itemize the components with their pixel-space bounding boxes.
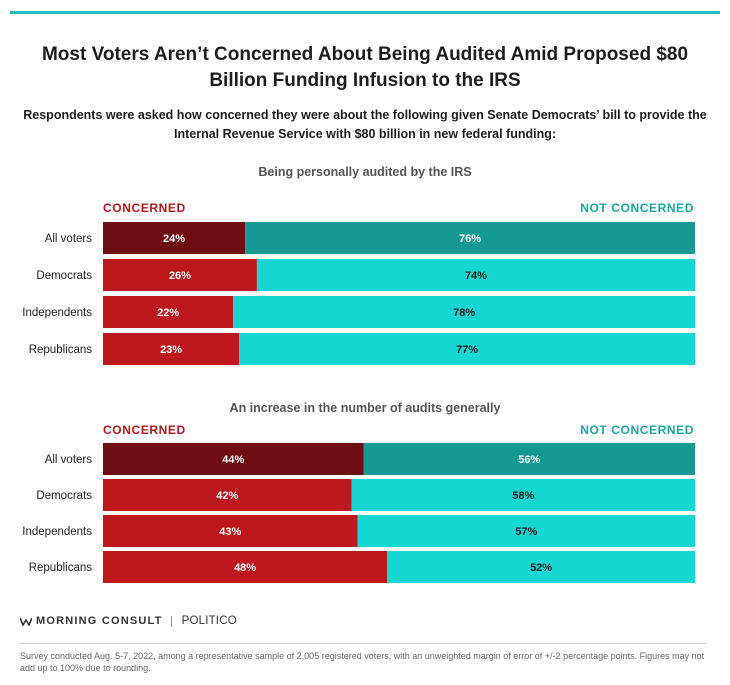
data-label-not-concerned: 74% bbox=[465, 270, 487, 282]
category-label: Independents bbox=[22, 307, 92, 319]
panel-1-legend-concerned: CONCERNED bbox=[103, 201, 186, 215]
bar-not-concerned bbox=[239, 333, 695, 365]
data-label-not-concerned: 56% bbox=[518, 454, 540, 466]
data-label-concerned: 44% bbox=[222, 454, 244, 466]
data-label-concerned: 42% bbox=[216, 490, 238, 502]
bar-concerned bbox=[103, 259, 257, 291]
data-label-not-concerned: 78% bbox=[453, 307, 475, 319]
panel-2-bar-chart: All voters 44% 56% Democrats 42% 58% Independe… bbox=[22, 443, 695, 583]
bar-concerned bbox=[103, 296, 234, 328]
bar-not-concerned bbox=[233, 296, 696, 328]
footer-brand: MORNING CONSULT POLITICO bbox=[20, 615, 237, 627]
data-label-not-concerned: 57% bbox=[515, 526, 537, 538]
category-label: All voters bbox=[45, 233, 93, 245]
bar-concerned bbox=[103, 222, 246, 254]
footer-partner-name: POLITICO bbox=[181, 615, 237, 627]
data-label-concerned: 43% bbox=[219, 526, 241, 538]
data-label-concerned: 24% bbox=[163, 233, 185, 245]
bar-concerned bbox=[103, 515, 358, 547]
footer-brand-separator bbox=[170, 615, 172, 627]
bar-not-concerned bbox=[357, 515, 695, 547]
category-label: Republicans bbox=[29, 344, 93, 356]
data-label-concerned: 26% bbox=[169, 270, 191, 282]
panel-1-title: Being personally audited by the IRS bbox=[258, 165, 472, 179]
bar-concerned bbox=[103, 333, 240, 365]
data-label-concerned: 23% bbox=[160, 344, 182, 356]
bar-concerned bbox=[103, 479, 352, 511]
panel-2-legend-not-concerned: NOT CONCERNED bbox=[580, 423, 694, 437]
bar-concerned bbox=[103, 443, 364, 475]
data-label-not-concerned: 58% bbox=[512, 490, 534, 502]
category-label: Democrats bbox=[36, 270, 92, 282]
morning-consult-logo-icon bbox=[20, 617, 32, 626]
bar-concerned bbox=[103, 551, 388, 583]
category-label: Independents bbox=[22, 526, 92, 538]
footer-brand-name: MORNING CONSULT bbox=[36, 615, 163, 627]
panel-1-bar-chart: All voters 24% 76% Democrats 26% 74% Independe… bbox=[22, 222, 696, 365]
category-label: All voters bbox=[45, 454, 93, 466]
panel-1-legend-not-concerned: NOT CONCERNED bbox=[580, 201, 694, 215]
data-label-not-concerned: 76% bbox=[459, 233, 481, 245]
bar-not-concerned bbox=[387, 551, 695, 583]
data-label-concerned: 48% bbox=[234, 562, 256, 574]
bar-not-concerned bbox=[245, 222, 695, 254]
chart-subtitle: Respondents were asked how concerned the… bbox=[23, 108, 707, 141]
panel-2-title: An increase in the number of audits gene… bbox=[229, 401, 501, 415]
category-label: Democrats bbox=[36, 490, 92, 502]
footer-rule bbox=[20, 643, 706, 644]
data-label-not-concerned: 52% bbox=[530, 562, 552, 574]
footer-note: Survey conducted Aug. 5-7, 2022, among a… bbox=[20, 651, 705, 673]
bar-not-concerned bbox=[256, 259, 695, 291]
category-label: Republicans bbox=[29, 562, 93, 574]
data-label-concerned: 22% bbox=[157, 307, 179, 319]
chart-title: Most Voters Aren’t Concerned About Being… bbox=[41, 44, 689, 91]
top-accent-rule bbox=[10, 11, 720, 14]
bar-not-concerned bbox=[351, 479, 695, 511]
data-label-not-concerned: 77% bbox=[456, 344, 478, 356]
bar-not-concerned bbox=[363, 443, 695, 475]
panel-2-legend-concerned: CONCERNED bbox=[103, 423, 186, 437]
